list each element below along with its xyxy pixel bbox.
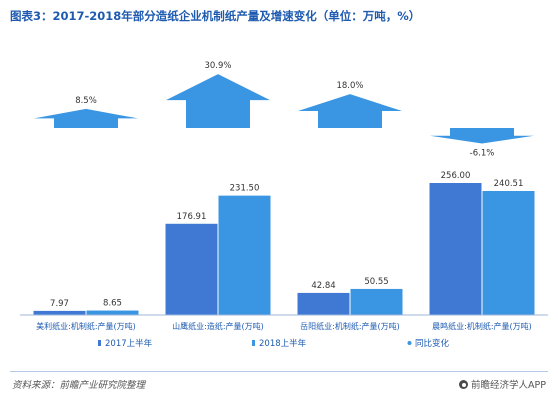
source-note: 资料来源：前瞻产业研究院整理 xyxy=(12,380,146,391)
category-labels: 美利纸业:机制纸:产量(万吨) 山鹰纸业:造纸:产量(万吨) 岳阳纸业:机制纸:产量… xyxy=(36,321,532,331)
brand-label: 前瞻经济学人APP xyxy=(471,380,546,391)
category-label: 岳阳纸业:机制纸:产量(万吨) xyxy=(300,321,400,331)
growth-value-label: 30.9% xyxy=(204,61,231,71)
bar-chart: 8.5% 30.9% 18.0% -6.1% 7.97 8.65 176.91 231.50… xyxy=(20,61,548,349)
bar-value-label: 176.91 xyxy=(177,212,207,222)
growth-arrows: 8.5% 30.9% 18.0% -6.1% xyxy=(34,61,534,158)
bar-value-label: 256.00 xyxy=(441,171,471,181)
chart-title: 图表3：2017-2018年部分造纸企业机制纸产量及增速变化（单位：万吨，%） xyxy=(10,9,421,23)
growth-arrow-up xyxy=(166,74,270,128)
legend-label-2: 同比变化 xyxy=(415,338,450,349)
growth-value-label: 8.5% xyxy=(75,96,97,106)
bar-2017-2 xyxy=(297,292,350,315)
category-label: 美利纸业:机制纸:产量(万吨) xyxy=(36,321,136,331)
bar-2018-2 xyxy=(350,288,403,315)
brand-credit: 前瞻经济学人APP xyxy=(459,377,546,391)
bar-2018-0 xyxy=(86,310,139,315)
bar-2017-1 xyxy=(165,223,218,315)
bar-value-label: 7.97 xyxy=(50,299,69,309)
legend: 2017上半年 2018上半年 同比变化 xyxy=(98,338,450,349)
bar-value-label: 50.55 xyxy=(364,277,388,287)
bar-2018-1 xyxy=(218,195,271,315)
growth-value-label: 18.0% xyxy=(336,81,363,91)
growth-arrow-up xyxy=(34,108,138,128)
footer-divider xyxy=(10,371,548,372)
bar-value-label: 42.84 xyxy=(311,281,335,291)
legend-swatch-1 xyxy=(252,340,255,346)
category-label: 山鹰纸业:造纸:产量(万吨) xyxy=(172,321,264,331)
bar-series: 7.97 8.65 176.91 231.50 42.84 50.55 256.00 240.… xyxy=(33,171,535,315)
bar-value-label: 231.50 xyxy=(230,184,260,194)
category-label: 晨鸣纸业:机制纸:产量(万吨) xyxy=(432,321,532,331)
bar-value-label: 8.65 xyxy=(103,299,122,309)
growth-arrow-up xyxy=(298,94,402,128)
bar-2017-3 xyxy=(429,183,482,315)
legend-label-1: 2018上半年 xyxy=(259,338,307,349)
growth-arrow-down xyxy=(430,128,534,144)
legend-swatch-2 xyxy=(407,341,412,345)
brand-logo-icon xyxy=(459,380,469,389)
growth-value-label: -6.1% xyxy=(470,148,495,158)
bar-value-label: 240.51 xyxy=(494,179,524,189)
bar-2018-3 xyxy=(482,190,535,315)
legend-swatch-0 xyxy=(98,340,101,346)
legend-label-0: 2017上半年 xyxy=(105,338,153,349)
bar-2017-0 xyxy=(33,310,86,315)
